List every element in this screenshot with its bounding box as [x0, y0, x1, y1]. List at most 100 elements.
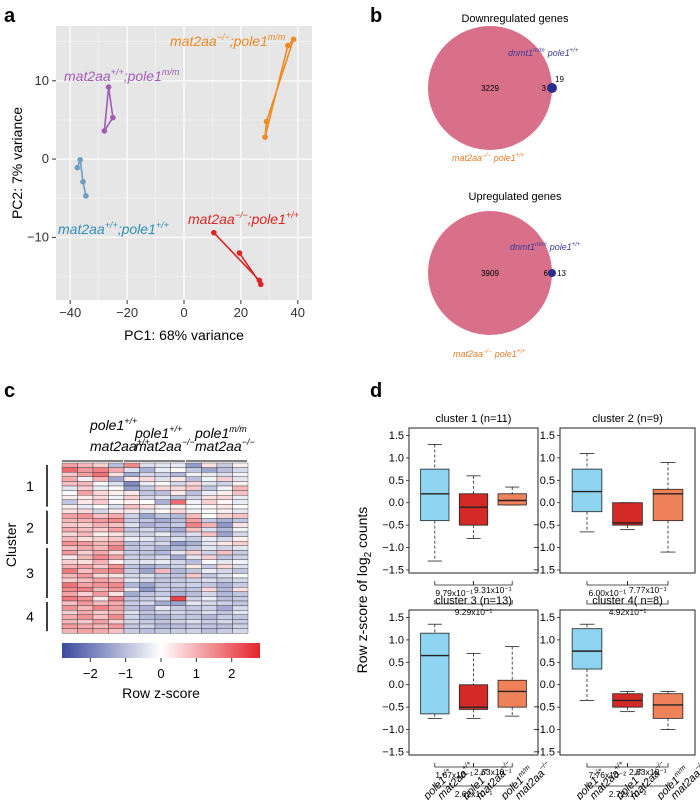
heatmap-cell: [139, 573, 156, 579]
panel-label-a: a: [4, 5, 16, 27]
colorbar-tick-label: −1: [118, 666, 133, 681]
heatmap-cell: [77, 508, 94, 514]
heatmap-cell: [154, 513, 171, 519]
heatmap-cell: [201, 481, 218, 487]
heatmap-cell: [154, 587, 171, 592]
pvalue-label: 7.76x10⁻²: [588, 770, 626, 780]
heatmap-cell: [108, 559, 125, 565]
heatmap-cell: [232, 568, 249, 574]
heatmap-cell: [232, 623, 249, 629]
heatmap-cell: [77, 614, 94, 620]
heatmap-cell: [108, 508, 125, 514]
heatmap-cell: [61, 472, 78, 477]
heatmap-cell: [77, 472, 94, 477]
venn-big-count: 3229: [481, 84, 499, 93]
heatmap-cell: [216, 564, 233, 569]
boxplot-panel: cluster 3 (n=13) −1.5 −1.0 −0.5 0.0 0.5 1.0 1.5…: [382, 595, 539, 799]
heatmap-cell: [61, 541, 78, 546]
heatmap-cell: [139, 582, 156, 588]
heatmap-cell: [92, 490, 109, 496]
heatmap-cell: [201, 559, 218, 565]
heatmap-cell: [123, 568, 140, 574]
heatmap-cell: [201, 600, 218, 606]
heatmap-cell: [123, 527, 140, 533]
boxplot-y-tick-label: −1.5: [533, 747, 555, 759]
boxplot-y-tick-label: 0.5: [540, 657, 555, 669]
heatmap-cell: [123, 577, 140, 583]
heatmap-cell: [77, 605, 94, 611]
heatmap-cell: [232, 499, 249, 505]
heatmap-cell: [170, 472, 187, 477]
pca-point: [236, 250, 243, 256]
heatmap-cell: [216, 550, 233, 556]
pca-point: [80, 178, 86, 185]
heatmap-cell: [170, 614, 187, 620]
colorbar-tick-label: 0: [157, 666, 164, 681]
boxplot-y-tick-label: 0.0: [540, 497, 555, 509]
heatmap-cell: [185, 476, 202, 482]
heatmap-cell: [216, 495, 233, 500]
heatmap-cell: [92, 554, 109, 560]
heatmap-cell: [139, 508, 156, 514]
heatmap-cell: [154, 559, 171, 565]
boxplot-y-tick-label: −1.0: [533, 724, 555, 736]
boxplot-x-label-sup: −/−: [694, 760, 700, 772]
heatmap-cell: [92, 499, 109, 505]
heatmap-cell: [232, 596, 249, 602]
heatmap-cell: [232, 508, 249, 514]
heatmap-cell: [232, 610, 249, 615]
heatmap-cell: [201, 495, 218, 500]
heatmap-cell: [232, 481, 249, 487]
heatmap-cell: [154, 522, 171, 528]
boxplot-y-tick-label: 1.0: [389, 452, 404, 464]
pvalue-label: 2.62x10⁻¹: [455, 789, 493, 799]
heatmap-cell: [201, 619, 218, 625]
heatmap-cell: [139, 485, 156, 491]
heatmap-cell: [108, 490, 125, 496]
heatmap-cell: [232, 582, 249, 588]
heatmap-cell: [77, 619, 94, 625]
heatmap-cell: [232, 504, 249, 510]
heatmap-cell: [185, 467, 202, 473]
heatmap-cell: [77, 545, 94, 551]
pca-point: [101, 128, 108, 134]
pca-point: [77, 157, 83, 163]
heatmap-cell: [185, 596, 202, 602]
pca-x-tick-label: 20: [234, 305, 248, 320]
heatmap-cell: [185, 564, 202, 569]
heatmap-cell: [61, 531, 78, 537]
heatmap-cell: [139, 499, 156, 505]
boxplot-panel-title: cluster 2 (n=9): [592, 413, 663, 425]
pca-x-tick-label: −40: [59, 305, 81, 320]
heatmap-cell: [108, 531, 125, 537]
heatmap-cell: [77, 485, 94, 491]
heatmap-cell: [61, 527, 78, 533]
heatmap-cell: [108, 554, 125, 560]
heatmap-cluster-axis-label: Cluster: [3, 522, 19, 567]
pca-y-tick-label: 10: [35, 73, 49, 88]
heatmap-cell: [185, 531, 202, 537]
boxplot-y-tick-label: −0.5: [533, 702, 555, 714]
boxplot-panel: cluster 2 (n=9) −1.5 −1.0 −0.5 0.0 0.5 1.0 1.5 6…: [533, 413, 696, 617]
boxplot-box: [420, 468, 450, 522]
heatmap-cell: [92, 467, 109, 473]
boxplot-y-tick-label: −1.0: [382, 724, 404, 736]
heatmap-cell: [170, 564, 187, 569]
heatmap-cell: [61, 495, 78, 500]
heatmap-cell: [185, 504, 202, 510]
venn-title: Downregulated genes: [461, 13, 569, 25]
heatmap-cell: [92, 541, 109, 546]
heatmap-cell: [154, 485, 171, 491]
heatmap-cell: [170, 481, 187, 487]
heatmap-cell: [77, 522, 94, 528]
pca-point: [74, 164, 81, 171]
heatmap-cell: [170, 628, 187, 634]
heatmap-cell: [77, 559, 94, 565]
venn-small-label: dnmt1m/m pole1+/+: [510, 242, 581, 252]
heatmap-cell: [77, 623, 94, 629]
boxplot-panel-title: cluster 4( n=8): [592, 595, 663, 607]
pca-y-tick-label: 0: [42, 151, 49, 166]
heatmap-cell: [92, 531, 109, 537]
heatmap-cell: [201, 591, 218, 597]
heatmap-cell: [201, 541, 218, 546]
